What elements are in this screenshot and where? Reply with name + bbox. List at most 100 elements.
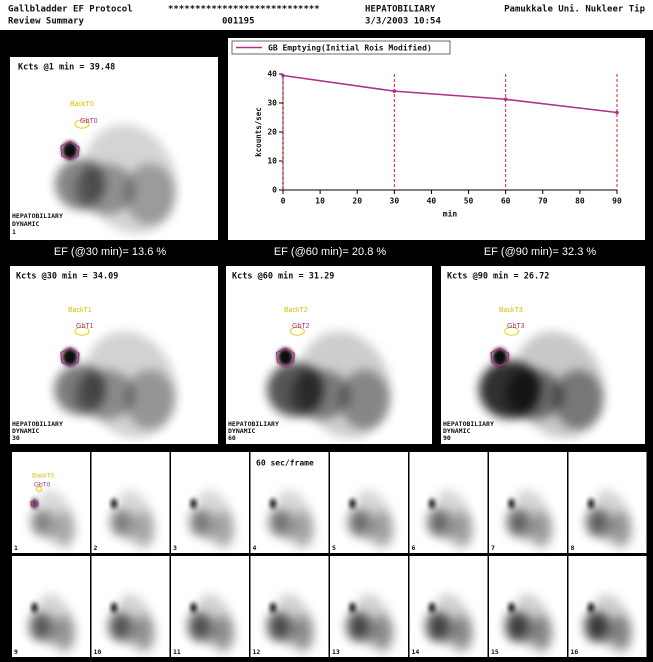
x-tick-label: 70 [538, 197, 548, 206]
data-point [504, 97, 508, 101]
scan-image [410, 452, 488, 554]
image-footer: 1 [12, 228, 16, 236]
uptake [532, 511, 551, 545]
image-footer: HEPATOBILIARY [12, 212, 63, 220]
uptake [125, 370, 175, 429]
scan-image [330, 452, 408, 554]
scan-image [489, 452, 567, 554]
frame-number: 6 [412, 544, 416, 552]
uptake [509, 499, 515, 509]
protocol: Gallbladder EF Protocol [8, 5, 133, 15]
roi-label: GbT0 [34, 482, 51, 489]
uptake [191, 603, 197, 613]
frame-number: 13 [332, 648, 340, 656]
roi-label: BackT3 [499, 307, 523, 314]
y-axis-label: kcounts/sec [254, 107, 263, 157]
uptake [191, 499, 197, 509]
roi-label: BackT2 [284, 307, 308, 314]
roi-label: GbT0 [80, 118, 98, 125]
uptake [135, 511, 154, 545]
institution: Pamukkale Uni. Nukleer Tip [504, 4, 645, 15]
frame-number: 15 [491, 648, 499, 656]
x-tick-label: 90 [612, 197, 622, 206]
image-footer: 30 [12, 434, 20, 442]
roi-label: GbT1 [76, 323, 94, 330]
roi-label: GbT2 [292, 323, 310, 330]
scan-image [12, 452, 90, 554]
x-tick-label: 30 [390, 197, 400, 206]
uptake [267, 362, 323, 416]
y-tick-label: 40 [267, 70, 277, 79]
uptake [509, 603, 515, 613]
uptake [429, 603, 435, 613]
y-tick-label: 0 [272, 186, 277, 195]
y-tick-label: 20 [267, 128, 277, 137]
frame-number: 12 [253, 648, 261, 656]
frame-caption: 60 sec/frame [256, 459, 314, 468]
uptake [350, 499, 356, 509]
data-point [281, 74, 285, 78]
x-tick-label: 60 [501, 197, 511, 206]
scan-image [251, 556, 329, 658]
uptake [270, 499, 276, 509]
uptake [612, 511, 631, 545]
uptake [347, 509, 365, 536]
y-tick-label: 30 [267, 99, 277, 108]
x-tick-label: 10 [315, 197, 325, 206]
ef-result: EF (@60 min)= 20.8 % [274, 246, 387, 258]
image-footer: 60 [228, 434, 236, 442]
uptake [453, 511, 472, 545]
scan-image [92, 452, 170, 554]
legend-label: GB Emptying(Initial Rois Modified) [268, 43, 432, 53]
roi-label: BackT0 [32, 473, 54, 480]
scan-image [410, 556, 488, 658]
patient-id: 001195 [222, 17, 255, 27]
chart-panel [228, 38, 645, 240]
scan-image [489, 556, 567, 658]
uptake [294, 511, 313, 545]
uptake [425, 611, 446, 641]
image-footer: DYNAMIC [12, 220, 39, 228]
uptake [612, 615, 631, 649]
frame-number: 8 [571, 544, 575, 552]
data-point [393, 89, 397, 93]
uptake [270, 603, 276, 613]
scan-image [171, 452, 249, 554]
data-point [615, 111, 619, 115]
frame-number: 3 [173, 544, 177, 552]
uptake [135, 615, 154, 649]
y-tick-label: 10 [267, 157, 277, 166]
uptake [111, 603, 117, 613]
frame-number: 14 [412, 648, 420, 656]
frame-number: 9 [14, 648, 18, 656]
x-tick-label: 80 [575, 197, 585, 206]
image-title: Kcts @90 min = 26.72 [447, 271, 549, 282]
uptake [340, 370, 390, 429]
uptake [532, 615, 551, 649]
uptake [453, 615, 472, 649]
uptake [346, 611, 366, 641]
roi-label: GbT3 [507, 323, 525, 330]
patient-name: **************************** [168, 5, 320, 15]
uptake [55, 511, 74, 545]
uptake [214, 511, 233, 545]
uptake [111, 499, 117, 509]
scan-image [569, 452, 647, 554]
scan-image [569, 556, 647, 658]
uptake [429, 499, 435, 509]
scan-image [92, 556, 170, 658]
x-axis-label: min [443, 209, 458, 219]
uptake [55, 159, 105, 210]
x-tick-label: 50 [464, 197, 474, 206]
uptake [350, 603, 356, 613]
uptake [554, 370, 603, 429]
uptake [294, 615, 313, 649]
uptake [268, 509, 286, 536]
image-title: Kcts @30 min = 34.09 [16, 271, 118, 282]
uptake [505, 611, 526, 642]
frame-number: 7 [491, 544, 495, 552]
scan-image [171, 556, 249, 658]
uptake [187, 612, 207, 641]
uptake [30, 509, 47, 535]
frame-number: 11 [173, 648, 181, 656]
